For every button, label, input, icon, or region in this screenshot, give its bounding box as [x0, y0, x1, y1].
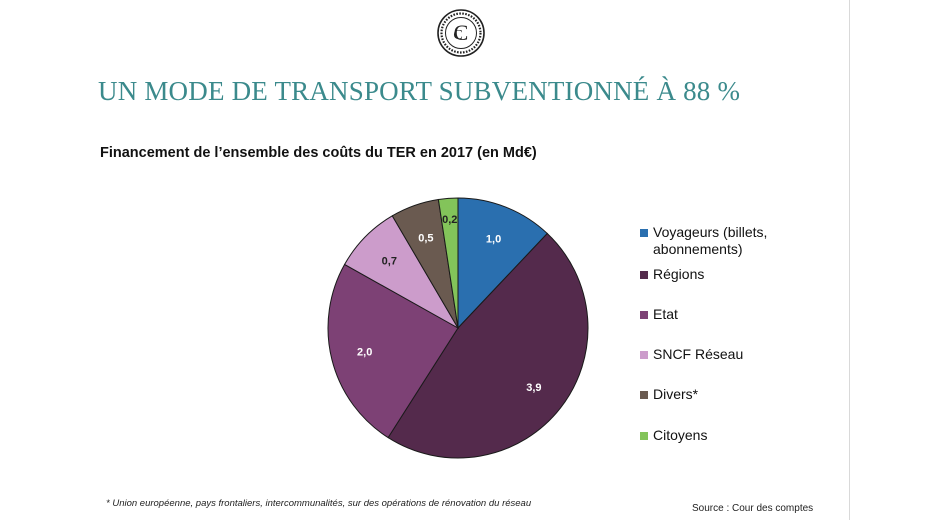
- data-label-voyageurs: 1,0: [486, 234, 501, 246]
- legend-label-etat: Etat: [653, 306, 678, 322]
- legend-item-citoyens: Citoyens: [640, 427, 803, 444]
- legend-swatch-sncf-reseau: [640, 351, 648, 359]
- data-label-sncf-reseau: 0,7: [382, 256, 397, 268]
- page-title: UN MODE DE TRANSPORT SUBVENTIONNÉ À 88 %: [98, 76, 741, 106]
- data-label-regions: 3,9: [526, 382, 541, 394]
- chart-title: Financement de l’ensemble des coûts du T…: [100, 145, 537, 161]
- legend-label-citoyens: Citoyens: [653, 427, 708, 443]
- legend-label-divers: Divers*: [653, 386, 699, 402]
- legend-swatch-voyageurs: [640, 229, 648, 237]
- data-label-citoyens: 0,2: [442, 214, 457, 226]
- legend-label-voyageurs: Voyageurs (billets, abonnements): [653, 224, 768, 257]
- legend-label-regions: Régions: [653, 266, 705, 282]
- legend-item-divers: Divers*: [640, 386, 803, 403]
- legend-item-etat: Etat: [640, 306, 803, 323]
- legend-swatch-citoyens: [640, 432, 648, 440]
- pie-chart: 1,0 3,9 2,0 0,7 0,5 0,2: [327, 197, 589, 459]
- source-note: Source : Cour des comptes: [692, 503, 814, 514]
- legend-item-sncf-reseau: SNCF Réseau: [640, 346, 803, 363]
- cour-des-comptes-seal-icon: C C: [436, 8, 486, 58]
- legend-label-sncf-reseau: SNCF Réseau: [653, 346, 744, 362]
- legend-swatch-regions: [640, 271, 648, 279]
- legend-item-regions: Régions: [640, 266, 803, 283]
- pie-slice-voyageurs: [457, 197, 548, 330]
- pie-slice-regions: [387, 232, 589, 459]
- legend-swatch-etat: [640, 311, 648, 319]
- pie-slice-citoyens: [437, 197, 459, 329]
- data-label-divers: 0,5: [418, 232, 433, 244]
- slide-divider: [849, 0, 850, 520]
- logo-letter: C: [454, 20, 469, 45]
- pie-slice-etat: [327, 263, 459, 439]
- data-label-etat: 2,0: [357, 346, 372, 358]
- legend-swatch-divers: [640, 391, 648, 399]
- legend-item-voyageurs: Voyageurs (billets, abonnements): [640, 224, 803, 258]
- footnote: * Union européenne, pays frontaliers, in…: [106, 498, 532, 509]
- svg-text:C: C: [453, 28, 462, 43]
